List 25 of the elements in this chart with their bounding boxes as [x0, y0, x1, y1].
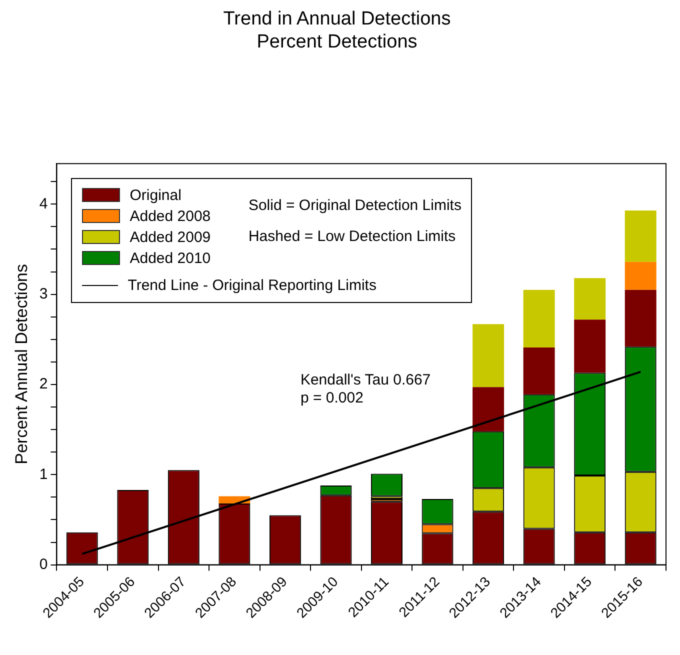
y-tick-label: 3 [39, 285, 48, 302]
bar [624, 290, 656, 347]
bar [472, 387, 504, 432]
y-axis-title: Percent Annual Detections [12, 264, 31, 464]
y-tick-label: 2 [39, 376, 48, 393]
bar [574, 278, 606, 320]
y-tick-label: 4 [39, 195, 48, 212]
legend-label: Trend Line - Original Reporting Limits [128, 276, 376, 294]
annotation: Solid = Original Detection Limits [248, 196, 462, 216]
bar [624, 262, 656, 290]
y-tick-label: 1 [39, 466, 48, 483]
bar [574, 320, 606, 373]
y-tick-label: 0 [39, 556, 48, 573]
legend-label: Added 2010 [130, 250, 211, 267]
chart-title: Trend in Annual Detections [223, 8, 451, 30]
legend-label: Added 2009 [130, 228, 211, 246]
annotation: Kendall's Tau 0.667 p = 0.002 [300, 371, 431, 406]
annotation: Hashed = Low Detection Limits [248, 226, 457, 247]
bar [523, 348, 555, 394]
bar [624, 210, 656, 262]
legend-label: Original [130, 186, 182, 204]
chart-subtitle: Percent Detections [256, 31, 418, 52]
legend-label: Added 2008 [130, 208, 211, 225]
bar [523, 290, 555, 348]
bar [472, 324, 504, 388]
